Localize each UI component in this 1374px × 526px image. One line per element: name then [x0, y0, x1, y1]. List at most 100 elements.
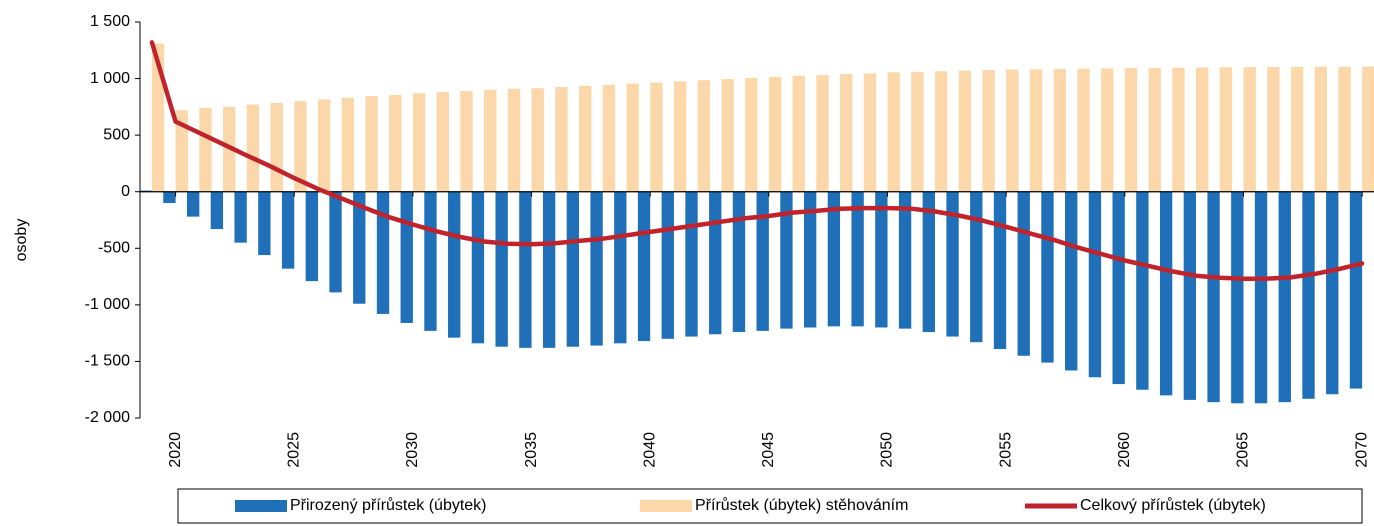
bar	[175, 110, 188, 192]
x-tick-label: 2060	[1116, 432, 1133, 468]
bar	[1088, 191, 1102, 378]
bar	[803, 191, 817, 328]
bar	[934, 71, 948, 192]
bar	[1041, 191, 1054, 363]
bar	[579, 85, 592, 192]
bar	[637, 191, 651, 342]
bar	[614, 191, 627, 344]
bar	[448, 191, 461, 338]
bar	[484, 89, 497, 192]
bar	[400, 191, 413, 323]
bar	[234, 191, 247, 243]
bar	[840, 74, 853, 192]
bar	[566, 191, 580, 347]
y-tick-label: 1 000	[90, 70, 130, 87]
bar	[709, 191, 722, 335]
bar	[1349, 191, 1363, 389]
bar	[982, 70, 995, 192]
x-tick-label: 2025	[285, 432, 302, 468]
bar	[1278, 191, 1291, 403]
x-tick-label: 2045	[760, 432, 777, 468]
bar	[246, 104, 260, 192]
bar	[1136, 191, 1149, 390]
y-axis-label: osoby	[13, 219, 30, 262]
bar	[768, 76, 782, 192]
bar	[673, 81, 687, 192]
bar	[412, 93, 426, 192]
bar	[305, 191, 318, 282]
bar	[851, 191, 864, 327]
bar	[1159, 191, 1173, 396]
x-tick-label: 2065	[1235, 432, 1252, 468]
bar	[507, 88, 521, 192]
bar	[827, 191, 841, 327]
bar	[531, 88, 544, 192]
bar	[922, 191, 935, 333]
bar	[1254, 191, 1268, 404]
legend-label: Přirozený přírůstek (úbytek)	[290, 496, 487, 514]
bar	[911, 71, 924, 192]
bar	[1172, 67, 1185, 192]
bar	[376, 191, 390, 314]
bar	[389, 94, 402, 192]
bar	[898, 191, 912, 329]
bar	[1267, 67, 1280, 192]
bar	[1053, 68, 1066, 192]
bar	[887, 72, 900, 192]
bar	[1362, 66, 1374, 192]
bar	[780, 191, 793, 329]
bar	[792, 75, 805, 192]
bar	[436, 92, 449, 192]
bar	[863, 73, 877, 192]
x-tick-label: 2035	[523, 432, 540, 468]
y-tick-label: 0	[121, 183, 130, 200]
bar	[270, 102, 283, 192]
bar	[1231, 191, 1244, 404]
bar	[1207, 191, 1220, 403]
bar	[460, 91, 473, 192]
bar	[1326, 191, 1339, 395]
bar	[1148, 67, 1161, 192]
bar	[1243, 67, 1256, 192]
bar	[329, 191, 342, 293]
bar	[542, 191, 556, 348]
bar	[721, 79, 734, 192]
x-tick-label: 2055	[997, 432, 1014, 468]
bar	[199, 107, 212, 192]
bar	[626, 83, 639, 192]
bar	[424, 191, 437, 331]
bar	[163, 191, 176, 204]
y-tick-label: -500	[98, 240, 130, 257]
bar	[341, 97, 355, 192]
bar	[1314, 66, 1328, 192]
bar	[186, 191, 200, 217]
bar	[1302, 191, 1315, 399]
y-tick-label: -1 000	[85, 296, 130, 313]
legend-swatch	[640, 500, 692, 512]
bar	[1124, 68, 1138, 192]
bar	[958, 70, 972, 192]
bar	[1290, 66, 1304, 192]
y-tick-label: -1 500	[85, 353, 130, 370]
bar	[685, 191, 698, 337]
bar	[1183, 191, 1197, 400]
legend-swatch	[235, 500, 287, 512]
bar	[365, 96, 378, 192]
bar	[1112, 191, 1125, 385]
bar	[970, 191, 983, 343]
legend-label: Celkový přírůstek (úbytek)	[1080, 496, 1266, 514]
bar	[258, 191, 271, 256]
bar	[1017, 191, 1030, 356]
bar	[1077, 68, 1090, 192]
x-tick-label: 2020	[167, 432, 184, 468]
bar	[756, 191, 769, 331]
bar	[697, 80, 711, 192]
bar	[590, 191, 603, 346]
bar	[946, 191, 959, 337]
legend-label: Přírůstek (úbytek) stěhováním	[695, 496, 908, 514]
bar	[353, 191, 366, 304]
bar	[661, 191, 674, 339]
bar	[745, 78, 758, 192]
bar	[1196, 67, 1209, 192]
